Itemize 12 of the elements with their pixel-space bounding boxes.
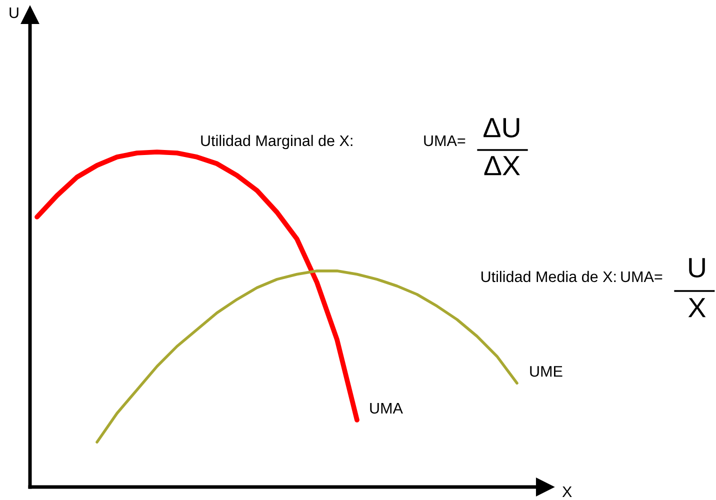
- text: U: [689, 258, 705, 278]
- text: ΔU: [484, 118, 520, 138]
- text: U: [10, 7, 18, 18]
- series-label: UME: [530, 366, 562, 377]
- text: UMA=: [424, 135, 466, 146]
- x-axis-title: X: [562, 486, 572, 497]
- series-label: UMA: [370, 402, 403, 414]
- text: Utilidad Marginal de X:: [201, 134, 352, 150]
- text: UMA=: [621, 271, 662, 282]
- annotation: ΔX: [484, 156, 520, 176]
- annotation: Utilidad Media de X:: [481, 270, 616, 282]
- text: X: [688, 298, 706, 318]
